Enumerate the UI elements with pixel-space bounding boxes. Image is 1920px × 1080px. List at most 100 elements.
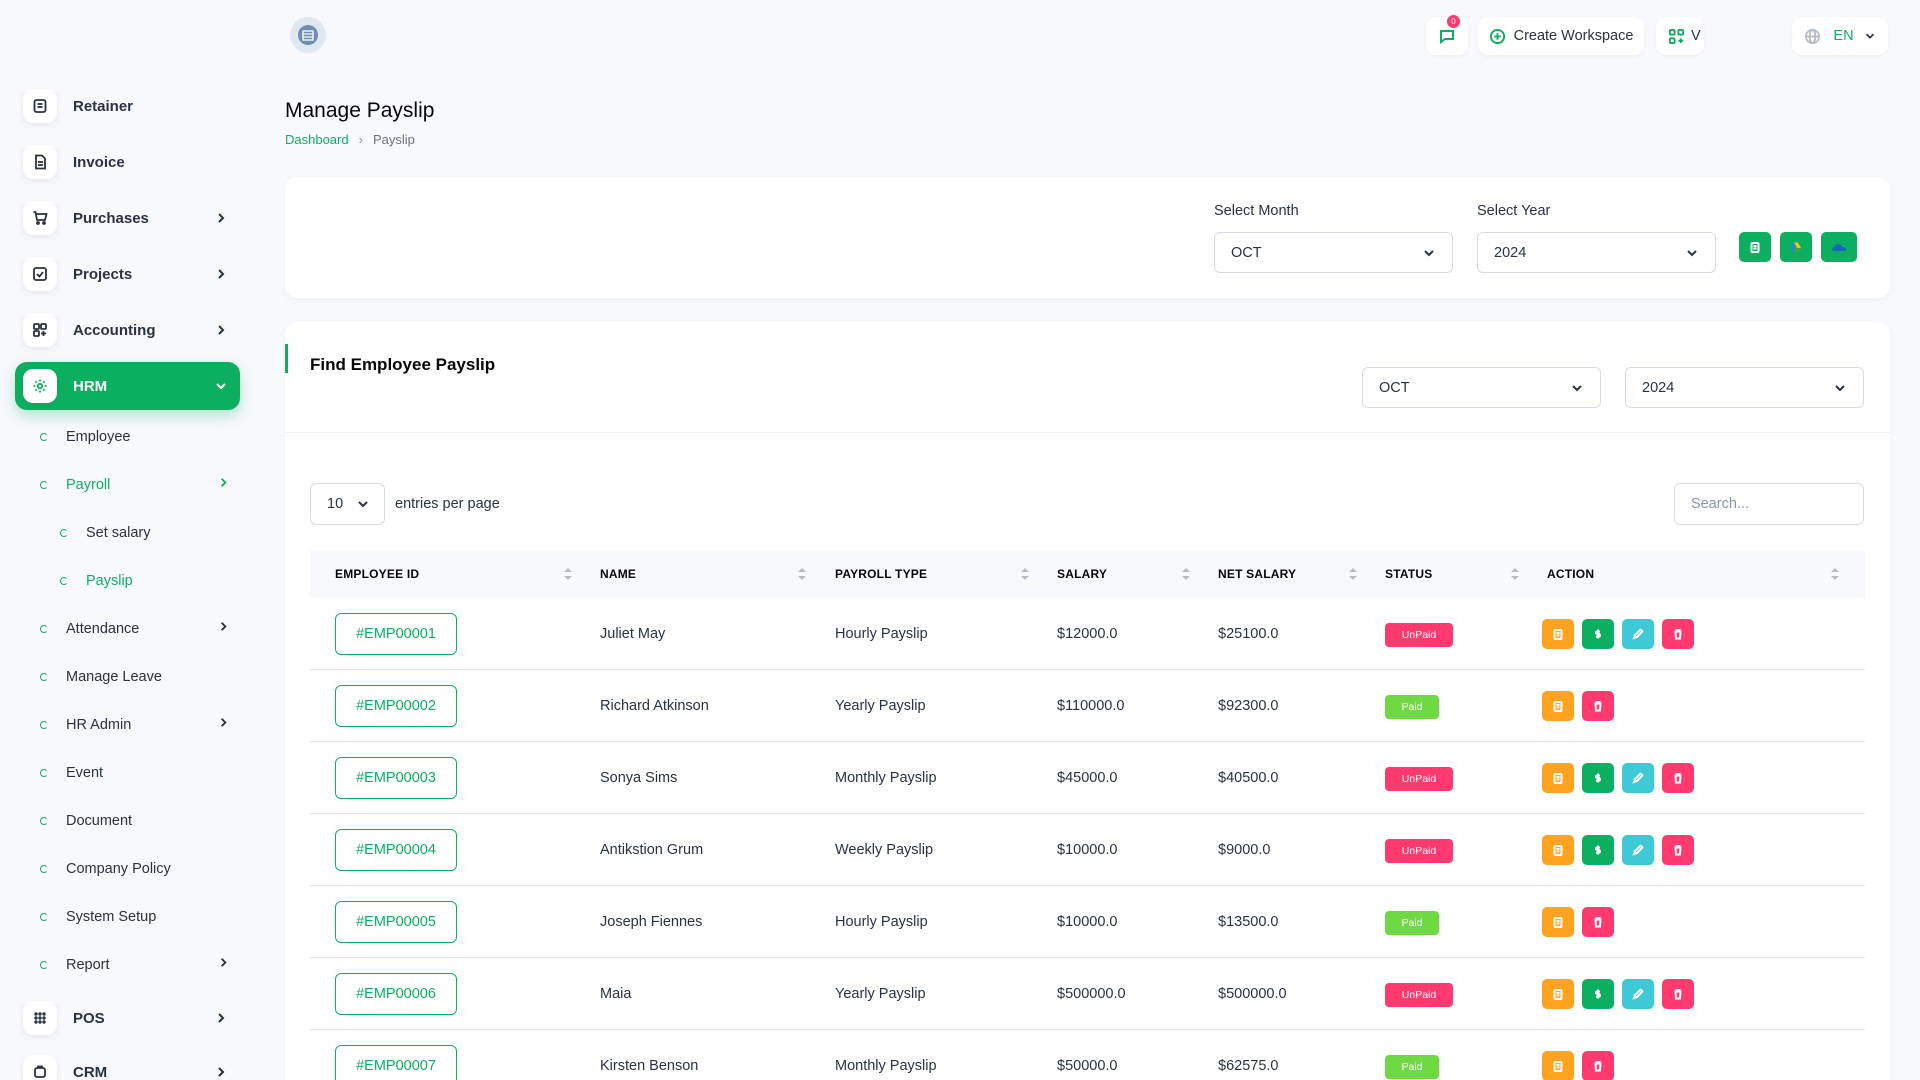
sidebar-item-purchases[interactable]: Purchases xyxy=(15,194,240,242)
view-payslip-button[interactable] xyxy=(1542,1051,1574,1080)
checkbox-icon xyxy=(23,257,57,291)
find-month-select[interactable]: OCT xyxy=(1362,367,1601,408)
employee-id-button[interactable]: #EMP00004 xyxy=(335,829,457,871)
sidebar-sub-company-policy[interactable]: Company Policy xyxy=(40,851,230,887)
col-payroll-type[interactable]: PAYROLL TYPE xyxy=(835,567,928,581)
employee-id-button[interactable]: #EMP00002 xyxy=(335,685,457,727)
sidebar-item-retainer[interactable]: Retainer xyxy=(15,82,240,130)
sidebar-sub-document[interactable]: Document xyxy=(40,803,230,839)
employee-id-button[interactable]: #EMP00005 xyxy=(335,901,457,943)
search-input[interactable]: Search... xyxy=(1674,483,1864,525)
col-salary[interactable]: SALARY xyxy=(1057,567,1108,581)
onedrive-button[interactable] xyxy=(1821,232,1857,262)
view-payslip-button[interactable] xyxy=(1542,763,1574,793)
pay-button[interactable] xyxy=(1582,619,1614,649)
payroll-type: Hourly Payslip xyxy=(835,626,928,642)
delete-button[interactable] xyxy=(1662,763,1694,793)
google-drive-button[interactable] xyxy=(1780,232,1812,262)
trash-icon xyxy=(1672,628,1684,640)
messages-button[interactable]: 0 xyxy=(1426,15,1468,55)
breadcrumb-dashboard[interactable]: Dashboard xyxy=(285,132,349,147)
sidebar-item-accounting[interactable]: Accounting xyxy=(15,306,240,354)
col-net-salary[interactable]: NET SALARY xyxy=(1218,567,1297,581)
sidebar-sub-manage-leave[interactable]: Manage Leave xyxy=(40,659,230,695)
language-selector[interactable]: EN xyxy=(1792,17,1888,55)
sidebar-sub-report[interactable]: Report xyxy=(40,947,230,983)
status-badge: Paid xyxy=(1385,911,1439,935)
edit-button[interactable] xyxy=(1622,619,1654,649)
sort-icon[interactable] xyxy=(1348,567,1358,581)
net-salary: $25100.0 xyxy=(1218,626,1279,642)
view-payslip-button[interactable] xyxy=(1542,691,1574,721)
delete-button[interactable] xyxy=(1582,1051,1614,1080)
view-payslip-button[interactable] xyxy=(1542,979,1574,1009)
crm-icon xyxy=(23,1055,57,1080)
year-select[interactable]: 2024 xyxy=(1477,232,1716,273)
entries-per-page-select[interactable]: 10 xyxy=(310,483,385,525)
employee-name: Sonya Sims xyxy=(600,770,678,786)
delete-button[interactable] xyxy=(1662,979,1694,1009)
chevron-right-icon xyxy=(214,323,228,337)
delete-button[interactable] xyxy=(1662,835,1694,865)
sub-item-label: Payroll xyxy=(66,477,111,493)
find-year-select[interactable]: 2024 xyxy=(1625,367,1864,408)
sidebar-sub-payslip[interactable]: Payslip xyxy=(60,563,230,599)
salary: $45000.0 xyxy=(1057,770,1118,786)
status-badge: Paid xyxy=(1385,695,1439,719)
delete-button[interactable] xyxy=(1582,691,1614,721)
col-status[interactable]: STATUS xyxy=(1385,567,1433,581)
create-workspace-button[interactable]: Create Workspace xyxy=(1478,17,1644,55)
col-employee-id[interactable]: EMPLOYEE ID xyxy=(335,567,420,581)
sort-icon[interactable] xyxy=(1510,567,1520,581)
find-month-value: OCT xyxy=(1379,379,1410,396)
pay-button[interactable] xyxy=(1582,979,1614,1009)
sidebar-sub-hr-admin[interactable]: HR Admin xyxy=(40,707,230,743)
delete-button[interactable] xyxy=(1582,907,1614,937)
sidebar-sub-event[interactable]: Event xyxy=(40,755,230,791)
employee-id-button[interactable]: #EMP00003 xyxy=(335,757,457,799)
invoice-icon xyxy=(23,145,57,179)
sidebar-item-projects[interactable]: Projects xyxy=(15,250,240,298)
sidebar-sub-set-salary[interactable]: Set salary xyxy=(60,515,230,551)
employee-id-button[interactable]: #EMP00001 xyxy=(335,613,457,655)
employee-id-button[interactable]: #EMP00007 xyxy=(335,1045,457,1080)
month-select[interactable]: OCT xyxy=(1214,232,1453,273)
dollar-icon xyxy=(1592,844,1604,856)
divider xyxy=(285,432,1890,433)
view-payslip-button[interactable] xyxy=(1542,619,1574,649)
sort-icon[interactable] xyxy=(1020,567,1030,581)
edit-button[interactable] xyxy=(1622,835,1654,865)
sidebar-sub-employee[interactable]: Employee xyxy=(40,419,230,455)
sort-icon[interactable] xyxy=(1830,567,1840,581)
sort-icon[interactable] xyxy=(1181,567,1191,581)
sidebar-item-invoice[interactable]: Invoice xyxy=(15,138,240,186)
company-logo[interactable] xyxy=(290,17,326,53)
sidebar-sub-payroll[interactable]: Payroll xyxy=(40,467,230,503)
sidebar-sub-attendance[interactable]: Attendance xyxy=(40,611,230,647)
sort-icon[interactable] xyxy=(563,567,573,581)
pay-button[interactable] xyxy=(1582,835,1614,865)
view-payslip-button[interactable] xyxy=(1542,835,1574,865)
sidebar-item-hrm[interactable]: HRM xyxy=(15,362,240,410)
workspace-switcher[interactable]: V xyxy=(1656,17,1704,55)
sort-icon[interactable] xyxy=(797,567,807,581)
filter-card: Select Month OCT Select Year 2024 xyxy=(285,177,1890,298)
net-salary: $92300.0 xyxy=(1218,698,1279,714)
pay-button[interactable] xyxy=(1582,763,1614,793)
globe-icon xyxy=(1805,28,1821,44)
col-name[interactable]: NAME xyxy=(600,567,637,581)
salary: $50000.0 xyxy=(1057,1058,1118,1074)
delete-button[interactable] xyxy=(1662,619,1694,649)
export-button[interactable] xyxy=(1739,232,1771,262)
sidebar-item-crm[interactable]: CRM xyxy=(15,1048,240,1080)
sub-item-label: Set salary xyxy=(86,525,151,541)
bullet-icon xyxy=(40,433,48,441)
sidebar-item-pos[interactable]: POS xyxy=(15,994,240,1042)
view-payslip-button[interactable] xyxy=(1542,907,1574,937)
sidebar-item-label: CRM xyxy=(73,1063,108,1080)
sidebar-sub-system-setup[interactable]: System Setup xyxy=(40,899,230,935)
edit-button[interactable] xyxy=(1622,979,1654,1009)
edit-button[interactable] xyxy=(1622,763,1654,793)
card-title: Find Employee Payslip xyxy=(310,355,496,374)
employee-id-button[interactable]: #EMP00006 xyxy=(335,973,457,1015)
